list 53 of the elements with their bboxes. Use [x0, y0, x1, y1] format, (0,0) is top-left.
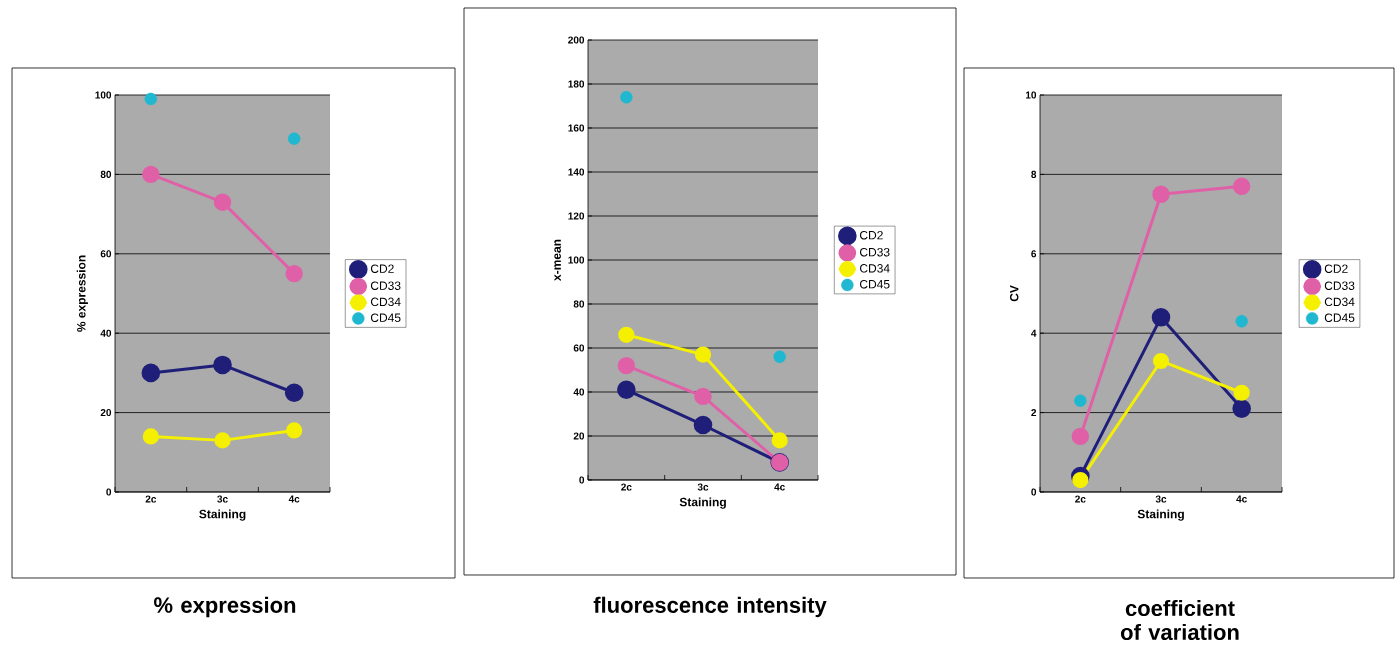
y-tick-label: 80 [573, 300, 585, 308]
legend-label: CD45 [859, 279, 890, 289]
legend-label: CD33 [859, 247, 890, 257]
y-tick-label: 2 [1031, 409, 1037, 417]
y-tick-label: 60 [100, 250, 112, 258]
y-tick-label: 140 [568, 168, 585, 176]
x-axis-title: Staining [1137, 509, 1184, 521]
y-tick-label: 80 [100, 170, 112, 178]
y-tick-label: 100 [95, 91, 112, 99]
legend-label: CD45 [1324, 313, 1355, 322]
y-tick-label: 20 [100, 409, 112, 417]
text: % expression [154, 596, 296, 618]
legend-label: CD33 [1324, 281, 1355, 290]
x-tick-label: 3c [217, 495, 228, 503]
x-tick-label: 2c [145, 495, 157, 503]
x-tick-label: 3c [697, 483, 709, 491]
y-tick-label: 180 [568, 80, 585, 88]
y-tick-label: 20 [573, 432, 585, 440]
x-tick-label: 3c [1155, 495, 1167, 503]
text: fluorescence intensity [593, 596, 827, 618]
x-tick-label: 4c [774, 483, 785, 491]
y-axis-title: % expression [76, 255, 88, 332]
y-tick-label: 60 [573, 344, 585, 352]
legend-label: CD33 [370, 281, 401, 290]
y-tick-label: 40 [100, 329, 112, 337]
legend-label: CD2 [859, 230, 883, 240]
x-tick-label: 2c [621, 483, 632, 491]
y-tick-label: 10 [1025, 91, 1037, 99]
y-axis-title: x-mean [554, 239, 561, 281]
legend-label: CD34 [370, 297, 401, 307]
y-tick-label: 200 [568, 36, 585, 44]
y-tick-label: 40 [573, 388, 585, 396]
x-axis-title: Staining [679, 497, 726, 509]
legend-label: CD34 [859, 264, 890, 273]
y-tick-label: 120 [568, 212, 585, 220]
y-tick-label: 6 [1031, 250, 1037, 258]
legend-label: CD34 [1324, 297, 1355, 307]
legend-label: CD2 [370, 264, 394, 273]
y-tick-label: 100 [568, 256, 585, 264]
x-axis-title: Staining [199, 509, 246, 521]
y-tick-label: 0 [579, 476, 585, 484]
y-tick-label: 4 [1031, 329, 1037, 337]
y-tick-label: 0 [106, 488, 112, 496]
legend-label: CD45 [370, 313, 401, 322]
x-tick-label: 4c [288, 495, 300, 503]
y-tick-label: 160 [568, 124, 585, 132]
x-tick-label: 2c [1075, 495, 1086, 503]
y-tick-label: 8 [1031, 170, 1037, 178]
x-tick-label: 4c [1236, 495, 1247, 503]
legend-label: CD2 [1324, 264, 1348, 273]
text: coefficient of variation [1120, 599, 1239, 641]
y-axis-title: CV [1010, 285, 1019, 302]
y-tick-label: 0 [1031, 488, 1037, 496]
